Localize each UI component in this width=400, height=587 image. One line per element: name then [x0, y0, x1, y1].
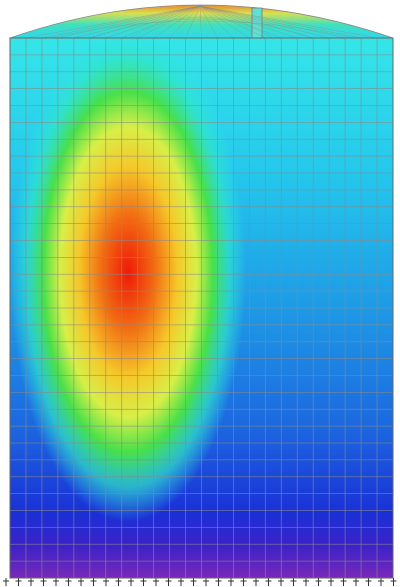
roof-ring: [49, 20, 354, 39]
roof-mesh-line: [199, 5, 378, 39]
roof-mesh-line: [89, 5, 201, 39]
roof-mesh-line: [199, 5, 346, 39]
hot-spot: [10, 38, 246, 522]
roof-mesh-line: [25, 5, 201, 39]
roof-mesh-line: [199, 5, 314, 39]
roof-mesh-line: [73, 5, 201, 39]
roof-mesh-line: [153, 5, 201, 39]
roof-mesh-line: [199, 5, 330, 39]
roof-mesh-line: [57, 5, 201, 39]
shell-outline: [9, 37, 394, 579]
hot-spot-group: [10, 38, 246, 522]
mesh: [10, 38, 393, 578]
roof-ring: [89, 18, 314, 39]
roof-mesh-line: [199, 5, 202, 39]
roof-mesh-line: [199, 5, 250, 39]
supports: [3, 578, 397, 586]
roof-mesh: [25, 5, 378, 39]
roof-mesh-line: [199, 5, 218, 39]
roof-mesh-line: [105, 5, 201, 39]
roof-ring: [129, 16, 274, 39]
roof-mesh-line: [185, 5, 201, 39]
roof-mesh-line: [199, 5, 362, 39]
roof-mesh-line: [199, 5, 298, 39]
roof-mesh-line: [169, 5, 201, 39]
roof-mesh-line: [41, 5, 201, 39]
roof-mesh-line: [199, 5, 234, 39]
